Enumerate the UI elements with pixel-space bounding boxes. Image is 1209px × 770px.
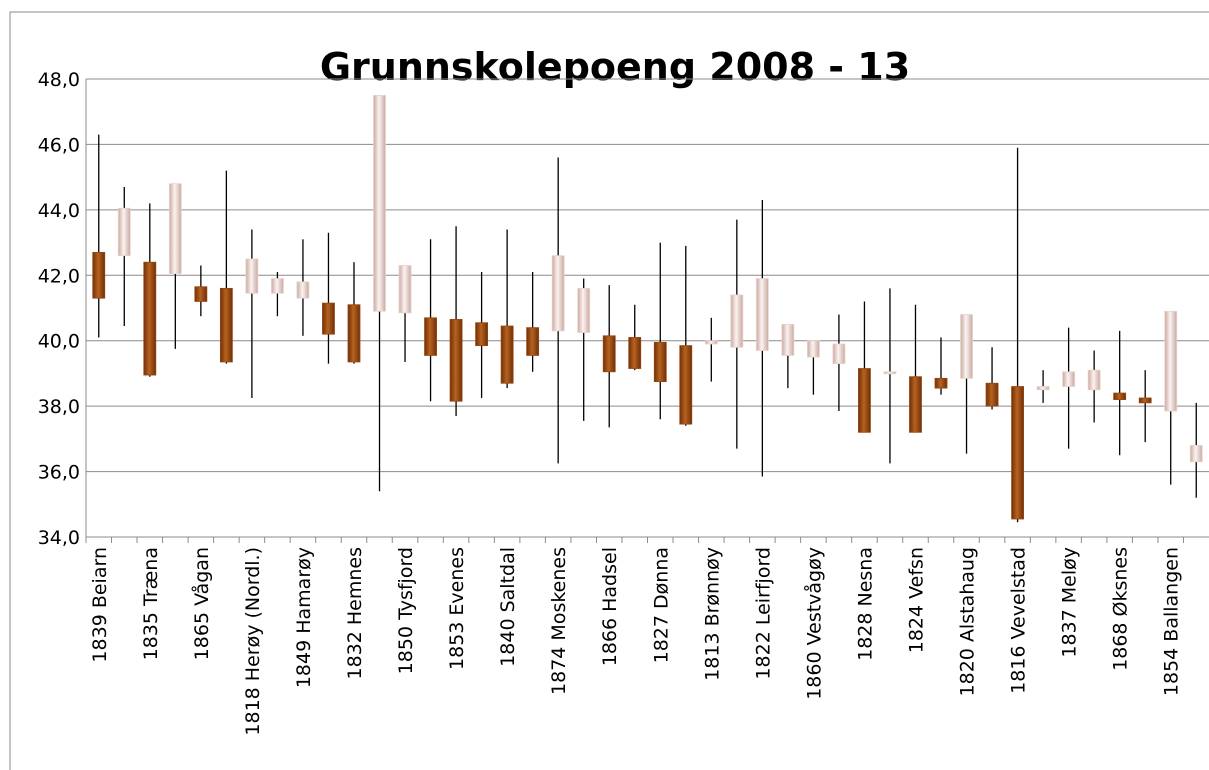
x-tick-label: 1837 Meløy — [1059, 547, 1081, 658]
x-tick-label: 1835 Træna — [140, 547, 162, 660]
x-tick-label: 1813 Brønnøy — [701, 547, 723, 681]
x-tick-label: 1822 Leirfjord — [752, 547, 774, 680]
x-tick-label: 1820 Alstahaug — [957, 547, 979, 696]
candle-body — [398, 265, 412, 314]
candle-body — [449, 319, 463, 402]
x-tick-label: 1874 Moskenes — [548, 547, 570, 695]
x-tick-label: 1853 Evenes — [446, 547, 468, 670]
candle-body — [551, 255, 565, 332]
candle-body — [143, 261, 157, 376]
candle-body — [475, 322, 489, 347]
candle-body — [1113, 392, 1127, 400]
y-tick-label: 34,0 — [38, 527, 80, 549]
x-tick-label: 1832 Hemnes — [344, 547, 366, 680]
y-tick-label: 40,0 — [38, 331, 80, 353]
candle-body — [730, 294, 744, 348]
candle-body — [219, 287, 233, 363]
x-tick-label: 1828 Nesna — [854, 547, 876, 661]
candle-body — [1062, 371, 1076, 387]
candle-body — [985, 382, 999, 407]
candle-body — [602, 335, 616, 373]
candle-body — [806, 340, 820, 358]
candle-body — [679, 345, 693, 425]
candle-body — [781, 323, 795, 356]
candle-body — [577, 287, 591, 333]
candle-body — [1138, 397, 1152, 404]
x-tick-label: 1860 Vestvågøy — [802, 547, 825, 700]
x-tick-label: 1839 Beiarn — [89, 547, 111, 663]
candle-body — [628, 337, 642, 369]
candle-body — [1164, 310, 1178, 412]
candle-body — [1087, 369, 1101, 391]
candle-body — [960, 314, 973, 379]
candle-body — [934, 377, 948, 389]
x-tick-label: 1827 Dønna — [650, 547, 672, 663]
candle-body — [168, 183, 182, 275]
candle-body — [194, 286, 208, 302]
x-tick-label: 1866 Hadsel — [599, 547, 621, 666]
chart-title: Grunnskolepoeng 2008 - 13 — [320, 45, 910, 89]
candle-body — [883, 371, 897, 375]
candle-body — [296, 281, 310, 299]
candle-body — [271, 278, 284, 294]
x-tick-label: 1850 Tysfjord — [395, 547, 417, 674]
candle-body — [858, 368, 871, 433]
candle-body — [653, 341, 667, 383]
x-tick-label: 1854 Ballangen — [1161, 547, 1183, 696]
candle-body — [92, 251, 106, 299]
x-tick-label: 1840 Saltdal — [497, 547, 519, 667]
y-tick-label: 46,0 — [38, 134, 80, 156]
x-tick-label: 1868 Øksnes — [1110, 547, 1132, 671]
y-tick-label: 48,0 — [38, 69, 80, 91]
y-tick-label: 44,0 — [38, 200, 80, 222]
candle-body — [526, 327, 540, 356]
candle-body — [1189, 444, 1203, 463]
candle-body — [322, 302, 335, 335]
candle-body — [373, 94, 386, 312]
candle-body — [500, 325, 514, 384]
chart-border — [9, 11, 1209, 770]
x-tick-label: 1849 Hamarøy — [293, 547, 315, 688]
x-tick-label: 1824 Vefsn — [905, 547, 927, 653]
candle-body — [909, 376, 922, 433]
candle-body — [755, 278, 769, 351]
x-tick-label: 1816 Vevelstad — [1008, 547, 1030, 694]
y-tick-label: 42,0 — [38, 265, 80, 287]
candle-body — [347, 304, 361, 363]
x-tick-label: 1865 Vågan — [190, 547, 213, 660]
candle-body — [1011, 386, 1024, 520]
candle-body — [704, 340, 718, 345]
x-tick-label: 1818 Herøy (Nordl.) — [242, 547, 264, 736]
candle-body — [1036, 386, 1050, 391]
candle-body — [117, 207, 131, 257]
y-tick-label: 36,0 — [38, 462, 80, 484]
candle-body — [424, 317, 437, 356]
candle-body — [245, 258, 259, 294]
y-tick-label: 38,0 — [38, 396, 80, 418]
candle-body — [832, 343, 846, 365]
